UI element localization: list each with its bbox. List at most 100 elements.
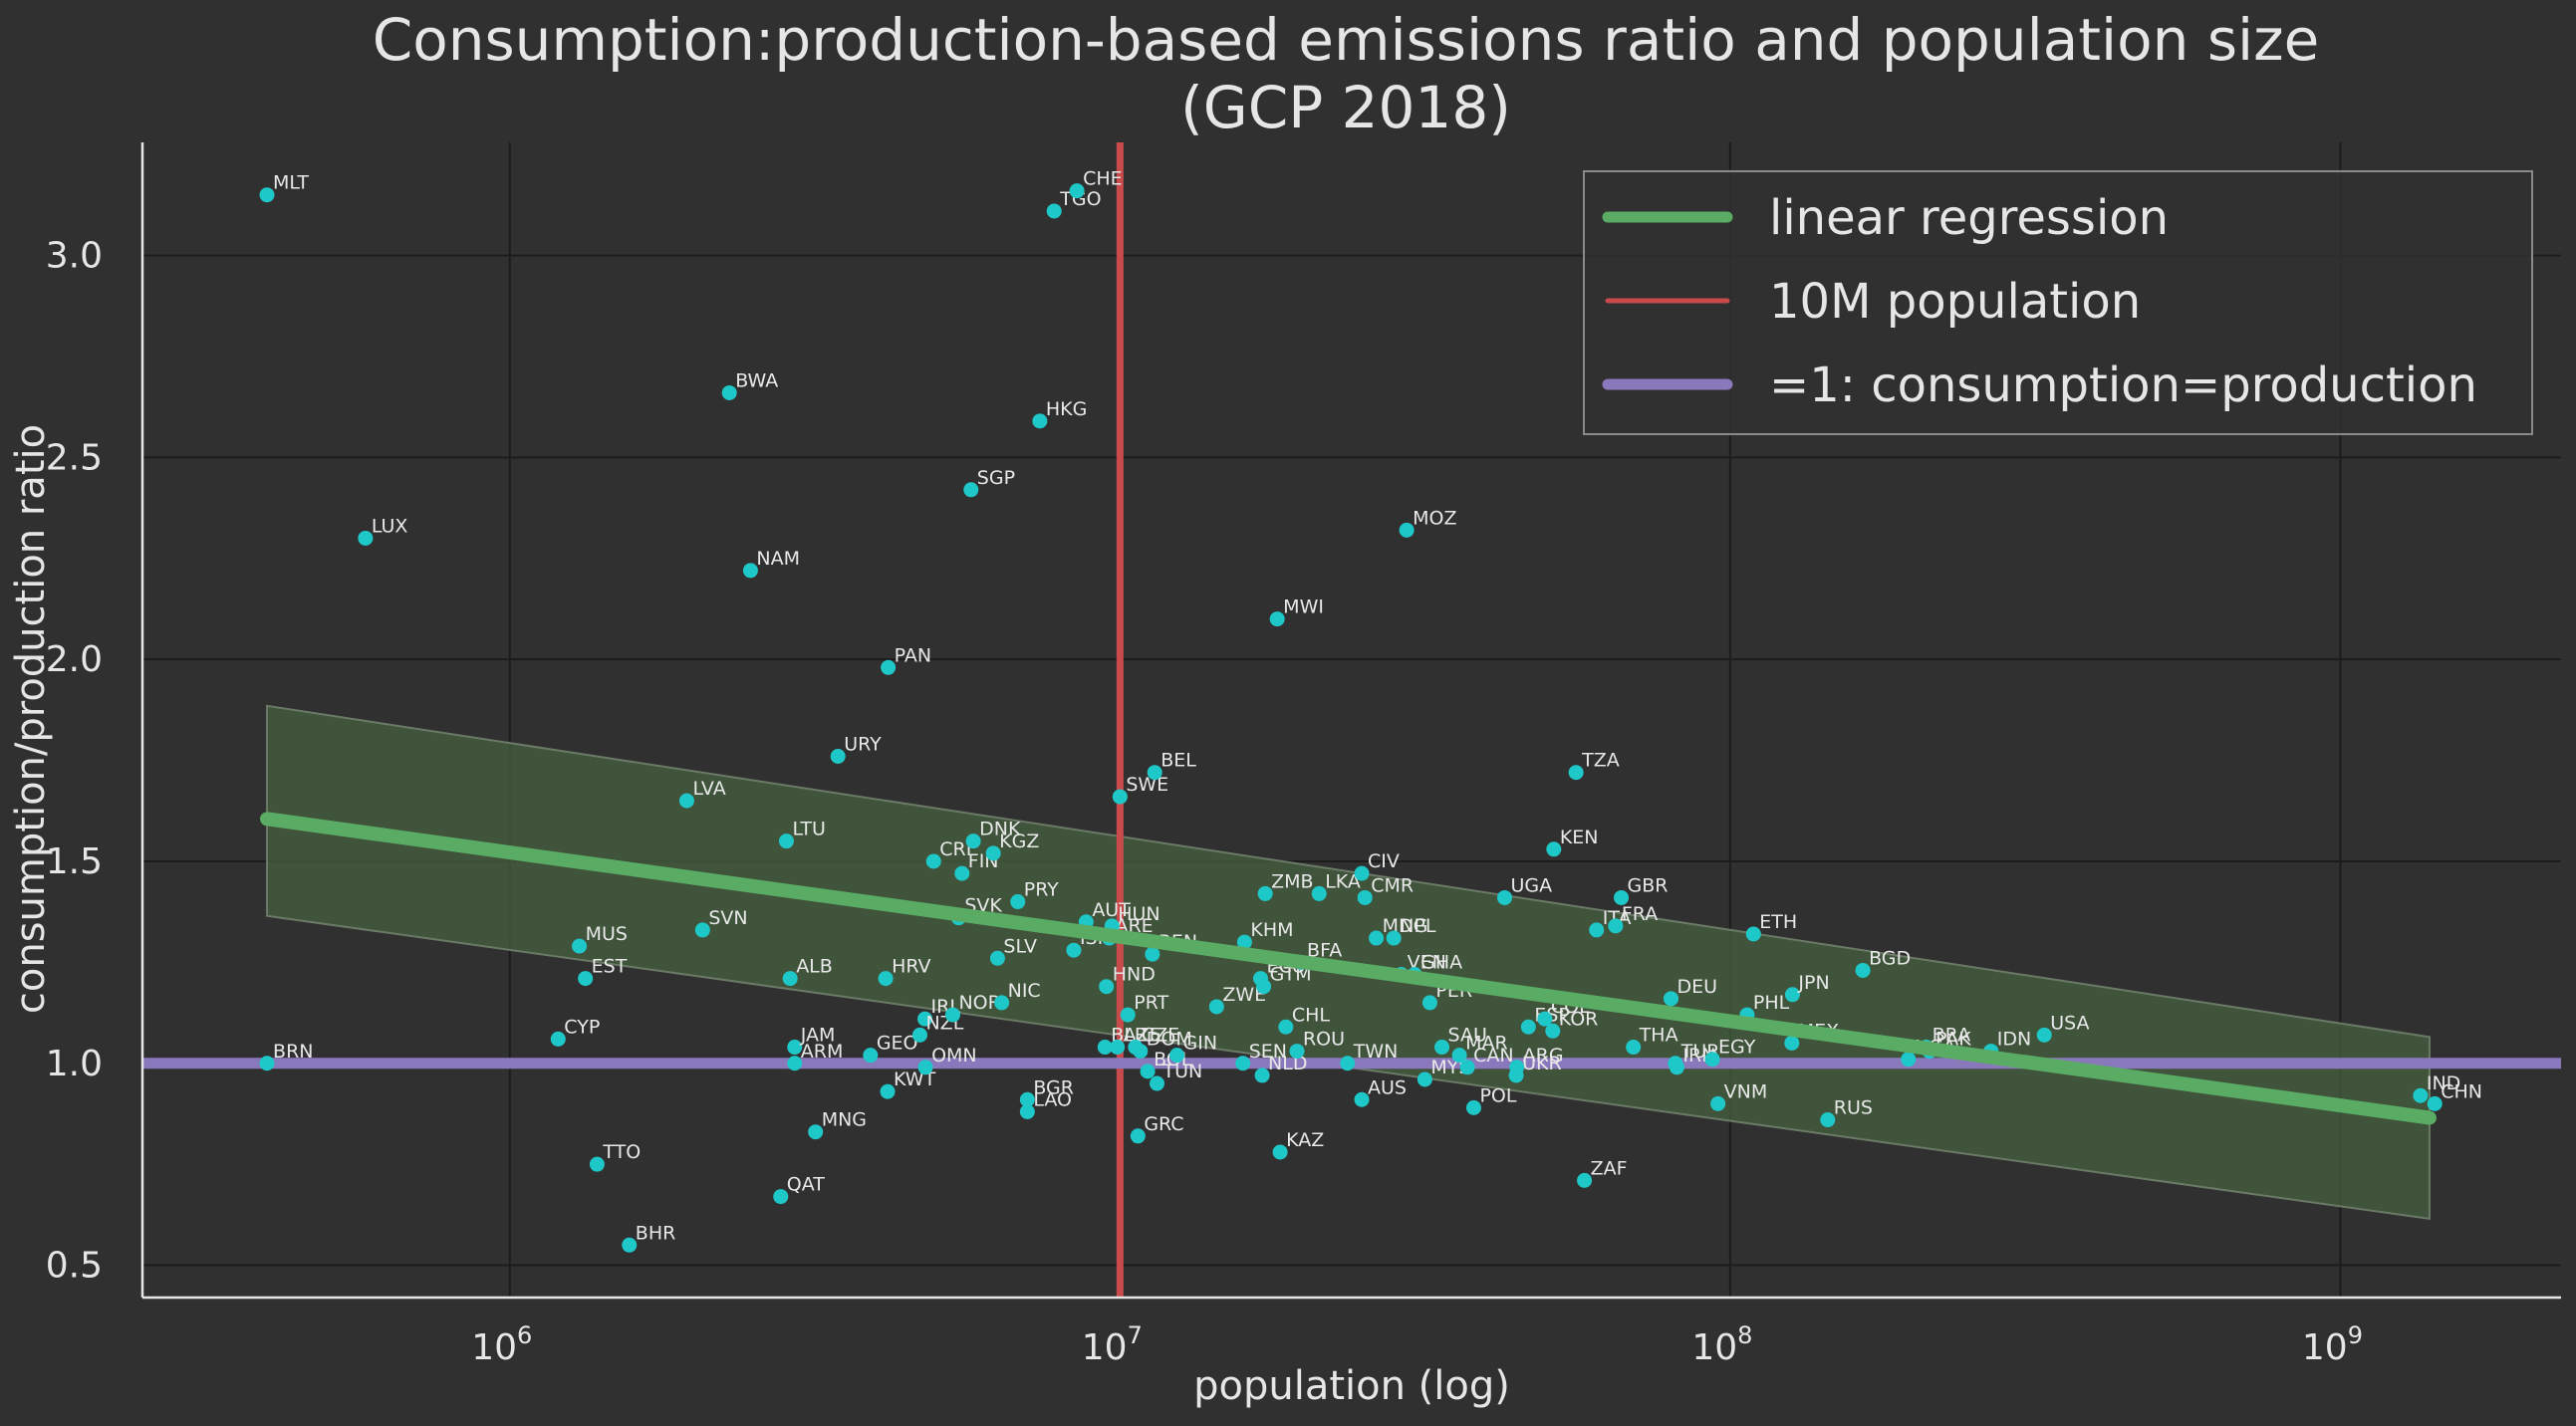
data-point xyxy=(1130,1128,1146,1144)
data-point xyxy=(778,833,794,849)
data-point xyxy=(1664,991,1679,1007)
y-tick-label: 1.0 xyxy=(46,1044,103,1084)
regression-line-layer xyxy=(260,812,2437,1125)
legend: linear regression 10M population =1: consu… xyxy=(1583,170,2533,435)
data-point-label: GRC xyxy=(1144,1113,1183,1135)
data-point-label: LUX xyxy=(372,515,408,537)
data-point xyxy=(787,1056,803,1071)
data-point xyxy=(881,659,897,675)
data-point xyxy=(1289,1044,1305,1060)
data-point-label: EGY xyxy=(1718,1037,1756,1059)
data-point-label: CHL xyxy=(1292,1004,1331,1026)
data-point xyxy=(1112,789,1128,805)
x-tick-label: 109 xyxy=(2302,1321,2363,1368)
data-point xyxy=(1434,1040,1450,1056)
data-point-label: BRA xyxy=(1932,1025,1970,1047)
data-point-label: NAM xyxy=(756,548,800,570)
data-point-label: USA xyxy=(2050,1012,2089,1034)
data-point xyxy=(1311,885,1327,901)
data-point xyxy=(1257,885,1273,901)
data-point xyxy=(1497,889,1513,905)
data-point xyxy=(965,833,981,849)
data-point-label: AUS xyxy=(1368,1076,1407,1098)
data-point xyxy=(1465,1099,1481,1115)
data-point-label: OMN xyxy=(931,1045,977,1067)
data-point xyxy=(985,845,1001,861)
data-point xyxy=(1399,522,1415,538)
data-point-label: UGA xyxy=(1511,874,1553,896)
legend-entry-label: linear regression xyxy=(1769,190,2169,246)
data-point xyxy=(863,1048,879,1064)
data-point xyxy=(1451,1048,1467,1064)
data-point-label: DEU xyxy=(1677,976,1718,998)
data-point xyxy=(1236,934,1252,950)
data-point-label: TGO xyxy=(1059,188,1101,210)
data-point-label: THA xyxy=(1639,1025,1678,1047)
data-point-label: SWE xyxy=(1126,774,1168,796)
data-point xyxy=(1208,999,1224,1015)
data-point-label: BEL xyxy=(1160,750,1196,772)
data-point xyxy=(944,1007,960,1023)
data-point xyxy=(1147,765,1162,781)
data-point-label: KAZ xyxy=(1286,1129,1324,1151)
data-point-label: CMR xyxy=(1371,874,1414,896)
data-point xyxy=(1120,1007,1136,1023)
y-axis-label: consumption/production ratio xyxy=(8,424,54,1014)
data-point xyxy=(1169,1048,1185,1064)
data-point-label: HND xyxy=(1113,964,1156,986)
data-point xyxy=(1278,1019,1294,1035)
data-point-label: CIV xyxy=(1368,850,1400,872)
data-point-label: GEO xyxy=(877,1033,918,1055)
data-point-label: QAT xyxy=(787,1174,825,1196)
data-point xyxy=(572,938,588,954)
y-tick-label: 2.0 xyxy=(46,639,103,680)
data-point xyxy=(1577,1172,1593,1188)
x-axis-label: population (log) xyxy=(1193,1363,1510,1409)
data-point xyxy=(1256,979,1272,995)
data-point xyxy=(1110,1040,1126,1056)
data-point-label: RUS xyxy=(1834,1097,1873,1119)
data-point xyxy=(994,995,1010,1011)
data-point xyxy=(1354,1091,1370,1107)
data-point-label: GBR xyxy=(1628,874,1669,896)
data-point-label: KHM xyxy=(1250,919,1293,941)
data-point xyxy=(1354,865,1370,881)
data-point xyxy=(773,1189,789,1205)
data-point xyxy=(1032,413,1048,429)
data-point xyxy=(1459,1060,1475,1075)
data-point-label: ZAF xyxy=(1591,1157,1628,1179)
data-point xyxy=(1545,1023,1561,1039)
data-point xyxy=(1704,1052,1720,1068)
data-point-label: BGD xyxy=(1869,947,1911,969)
data-point xyxy=(550,1031,566,1047)
data-point-label: CAN xyxy=(1473,1045,1513,1067)
data-point xyxy=(1019,1091,1035,1107)
data-point-label: CHN xyxy=(2441,1080,2482,1102)
legend-entry-label: 10M population xyxy=(1769,274,2141,330)
data-point-label: JPN xyxy=(1797,972,1829,994)
data-point-label: SGP xyxy=(977,467,1015,489)
data-point-label: ETH xyxy=(1759,911,1797,933)
data-point xyxy=(1357,889,1373,905)
data-point-label: MWI xyxy=(1283,596,1324,618)
data-point-label: MAR xyxy=(1465,1033,1508,1055)
legend-box xyxy=(1583,170,2533,435)
data-point-label: NPL xyxy=(1400,915,1436,937)
data-point-label: GIN xyxy=(1183,1033,1218,1055)
data-point-label: HRV xyxy=(892,956,930,978)
data-point-label: TTO xyxy=(602,1141,641,1163)
data-point-label: CZE xyxy=(1142,1025,1179,1047)
data-point-label: VNM xyxy=(1724,1080,1768,1102)
data-point-label: TZA xyxy=(1581,750,1620,772)
data-point xyxy=(1784,987,1800,1003)
data-point-label: ARM xyxy=(801,1041,844,1063)
data-point-label: MOZ xyxy=(1413,507,1456,529)
data-point xyxy=(911,1027,927,1043)
data-point-label: UKR xyxy=(1522,1053,1562,1074)
data-point xyxy=(1710,1095,1726,1111)
data-point xyxy=(1820,1112,1836,1128)
data-point xyxy=(989,950,1005,966)
data-point xyxy=(1099,979,1115,995)
chart-title-line-2: (GCP 2018) xyxy=(1180,74,1511,141)
